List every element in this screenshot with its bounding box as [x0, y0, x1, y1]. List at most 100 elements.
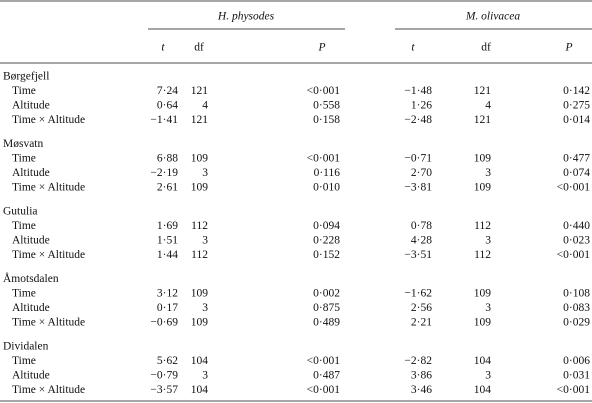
group-header: M. olivacea [465, 11, 521, 23]
cell: <0·001 [307, 153, 341, 165]
cell: 0·142 [563, 85, 590, 97]
cell: 109 [191, 317, 209, 329]
cell: 0·477 [563, 153, 590, 165]
cell: 1·26 [411, 100, 432, 112]
cell: 3 [485, 235, 491, 247]
cell: 4·28 [411, 235, 432, 247]
cell: 112 [191, 249, 208, 261]
cell: −2·82 [404, 355, 432, 367]
column-header: t [411, 42, 415, 54]
cell: −0·71 [404, 153, 432, 165]
site-label: Dividalen [3, 341, 49, 353]
cell: 1·44 [157, 249, 178, 261]
cell: 0·108 [563, 288, 590, 300]
cell: 3 [202, 370, 208, 382]
cell: 104 [191, 384, 209, 396]
cell: 0·031 [563, 370, 590, 382]
row-label: Altitude [12, 167, 50, 179]
cell: 109 [191, 153, 209, 165]
cell: 7·24 [157, 85, 178, 97]
cell: 3 [202, 302, 208, 314]
cell: <0·001 [307, 85, 341, 97]
cell: −1·41 [150, 114, 178, 126]
cell: 104 [474, 355, 492, 367]
cell: 6·88 [157, 153, 178, 165]
cell: 0·083 [563, 302, 590, 314]
cell: 104 [474, 384, 492, 396]
cell: <0·001 [557, 249, 591, 261]
cell: <0·001 [307, 355, 341, 367]
cell: 0·116 [314, 167, 341, 179]
cell: 0·17 [157, 302, 178, 314]
cell: 0·558 [313, 100, 340, 112]
row-label: Time × Altitude [12, 317, 85, 329]
cell: 1·51 [157, 235, 178, 247]
row-label: Time [12, 355, 36, 367]
cell: 112 [474, 249, 491, 261]
cell: 3·12 [157, 288, 178, 300]
cell: 0·010 [313, 182, 340, 194]
cell: 4 [485, 100, 491, 112]
cell: 0·440 [563, 220, 590, 232]
cell: 121 [474, 85, 492, 97]
column-header: P [564, 42, 572, 54]
column-header: df [194, 42, 204, 54]
cell: 0·64 [157, 100, 178, 112]
cell: −3·81 [404, 182, 432, 194]
cell: 109 [474, 182, 492, 194]
cell: 0·002 [313, 288, 340, 300]
cell: 112 [474, 220, 491, 232]
cell: 3 [485, 167, 491, 179]
cell: 4 [202, 100, 208, 112]
cell: 3 [202, 235, 208, 247]
cell: −0·69 [150, 317, 178, 329]
cell: 109 [474, 317, 492, 329]
row-label: Time [12, 85, 36, 97]
cell: 2·56 [411, 302, 432, 314]
cell: 2·21 [411, 317, 432, 329]
row-label: Time [12, 220, 36, 232]
row-label: Time × Altitude [12, 249, 85, 261]
cell: 109 [474, 153, 492, 165]
row-label: Altitude [12, 235, 50, 247]
cell: 121 [474, 114, 492, 126]
site-label: Gutulia [3, 206, 38, 218]
row-label: Altitude [12, 302, 50, 314]
cell: 3 [485, 370, 491, 382]
row-label: Time × Altitude [12, 384, 85, 396]
cell: 0·094 [313, 220, 340, 232]
row-label: Altitude [12, 370, 50, 382]
cell: 1·69 [157, 220, 178, 232]
cell: 0·78 [411, 220, 432, 232]
cell: −3·51 [404, 249, 432, 261]
cell: −1·48 [404, 85, 432, 97]
row-label: Time × Altitude [12, 114, 85, 126]
cell: 0·152 [313, 249, 340, 261]
cell: <0·001 [307, 384, 341, 396]
cell: 0·014 [563, 114, 590, 126]
row-label: Altitude [12, 100, 50, 112]
site-label: Åmotsdalen [3, 271, 59, 285]
cell: 3 [485, 302, 491, 314]
cell: 5·62 [157, 355, 178, 367]
cell: 0·029 [563, 317, 590, 329]
column-header: P [317, 42, 325, 54]
cell: 109 [474, 288, 492, 300]
cell: 0·228 [313, 235, 340, 247]
cell: 3 [202, 167, 208, 179]
cell: 109 [191, 182, 209, 194]
cell: 104 [191, 355, 209, 367]
cell: 0·875 [313, 302, 340, 314]
cell: 112 [191, 220, 208, 232]
site-label: Børgefjell [3, 71, 49, 83]
column-header: t [161, 42, 165, 54]
cell: −2·48 [404, 114, 432, 126]
cell: 0·074 [563, 167, 590, 179]
cell: 0·006 [563, 355, 590, 367]
row-label: Time [12, 153, 36, 165]
cell: −0·79 [150, 370, 178, 382]
cell: 2·70 [411, 167, 432, 179]
group-header: H. physodes [217, 11, 275, 23]
cell: 0·275 [563, 100, 590, 112]
